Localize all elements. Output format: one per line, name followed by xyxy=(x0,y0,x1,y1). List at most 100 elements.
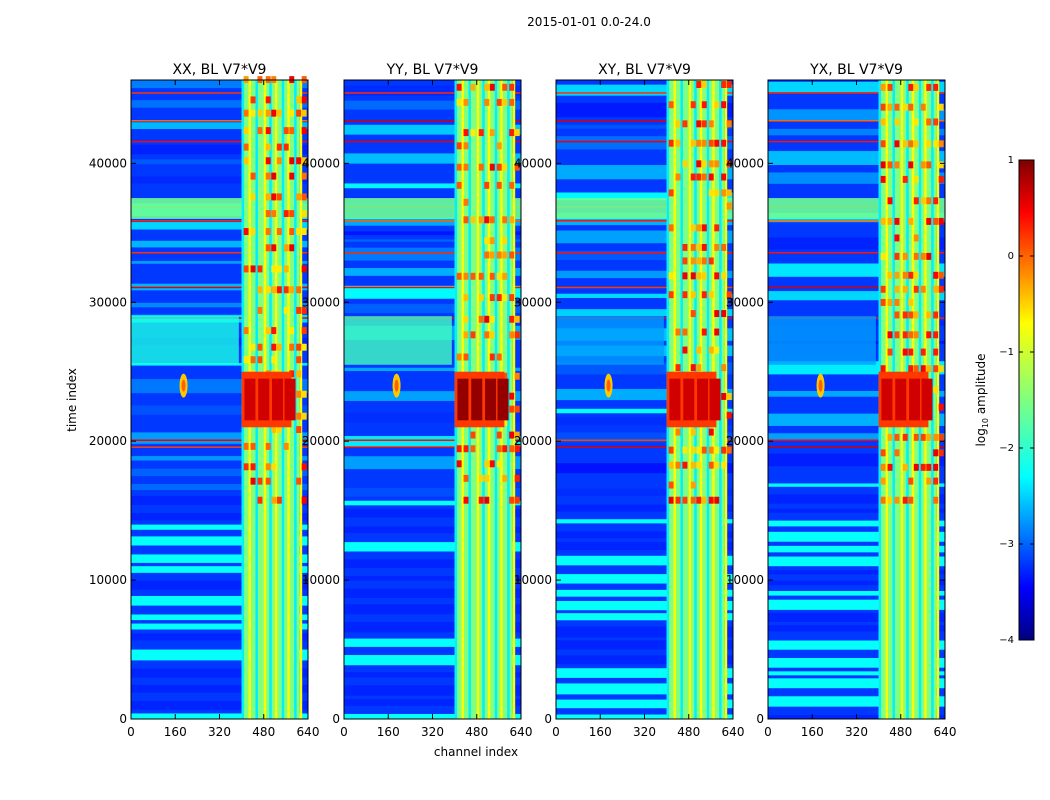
time-band xyxy=(556,417,733,426)
rfi-block xyxy=(701,224,707,232)
rfi-block xyxy=(496,445,502,453)
panel-title: YY, BL V7*V9 xyxy=(386,62,479,78)
rfi-block xyxy=(933,140,939,148)
rfi-block xyxy=(502,216,508,224)
rfi-block xyxy=(938,271,944,279)
x-tick-label: 480 xyxy=(889,725,912,739)
rfi-block xyxy=(509,496,515,504)
rfi-block xyxy=(887,331,893,339)
rfi-block xyxy=(296,228,302,236)
rfi-block xyxy=(489,460,495,468)
rfi-block xyxy=(289,157,295,165)
time-band xyxy=(344,488,521,497)
time-band xyxy=(131,122,308,130)
rfi-block xyxy=(257,109,263,117)
rfi-block xyxy=(701,272,707,280)
rfi-block xyxy=(682,496,688,504)
rfi-block xyxy=(902,496,908,504)
rfi-block xyxy=(276,343,282,351)
rfi-block xyxy=(880,463,886,471)
y-tick-label: 30000 xyxy=(302,295,340,309)
heatmap-panel-yy: YY, BL V7*V9 0 160 320 480 640 0 10000 20000 3000… xyxy=(302,62,533,739)
rfi-block xyxy=(913,311,919,319)
time-band xyxy=(344,303,521,314)
rfi-block xyxy=(894,496,900,504)
rfi-block xyxy=(668,139,674,147)
rfi-block xyxy=(714,496,720,504)
rfi-block xyxy=(920,252,926,260)
rfi-block xyxy=(675,173,681,181)
rfi-block xyxy=(496,460,502,468)
rfi-block xyxy=(502,83,508,91)
rfi-block xyxy=(938,103,944,111)
rfi-block xyxy=(933,386,939,394)
rfi-block xyxy=(682,461,688,469)
time-band xyxy=(131,524,308,530)
rfi-block xyxy=(880,252,886,260)
rfi-block xyxy=(502,272,508,280)
rfi-block xyxy=(463,294,469,302)
rfi-block xyxy=(478,216,484,224)
time-band xyxy=(131,456,308,461)
rfi-block xyxy=(708,257,714,265)
rfi-block xyxy=(502,237,508,245)
y-tick-label: 20000 xyxy=(302,434,340,448)
rfi-block xyxy=(257,356,263,364)
rfi-block xyxy=(894,252,900,260)
rfi-block xyxy=(243,356,249,364)
rfi-block xyxy=(721,364,727,372)
rfi-block xyxy=(690,272,696,280)
rfi-time-stripe xyxy=(131,286,308,289)
rfi-block xyxy=(484,98,490,106)
x-tick-label: 640 xyxy=(297,725,320,739)
heatmap-panel-yx: YX, BL V7*V9 0 160 320 480 640 0 10000 20000 3000… xyxy=(726,62,957,739)
rfi-block xyxy=(489,163,495,171)
rfi-block xyxy=(690,310,696,318)
time-band xyxy=(556,270,733,279)
rfi-block xyxy=(463,198,469,206)
rfi-time-stripe xyxy=(131,251,308,254)
rfi-block xyxy=(701,101,707,109)
rfi-block xyxy=(880,285,886,293)
rfi-time-stripe xyxy=(768,286,945,289)
rfi-block xyxy=(489,216,495,224)
x-axis-label: channel index xyxy=(434,745,518,759)
time-band xyxy=(768,599,945,610)
plateau-region xyxy=(556,316,664,365)
rfi-block xyxy=(296,426,302,434)
time-band xyxy=(556,124,733,129)
rfi-block xyxy=(296,412,302,420)
time-band xyxy=(556,432,733,443)
rfi-block xyxy=(296,370,302,378)
rfi-block xyxy=(509,294,515,302)
rfi-block xyxy=(708,160,714,168)
time-band xyxy=(131,633,308,641)
rfi-block xyxy=(714,446,720,454)
rfi-block xyxy=(726,392,732,400)
colorbar-label-log: log xyxy=(974,428,988,446)
rfi-block xyxy=(463,129,469,137)
x-tick-label: 320 xyxy=(208,725,231,739)
rfi-block xyxy=(902,463,908,471)
time-band xyxy=(768,612,945,622)
time-band xyxy=(768,625,945,632)
time-band xyxy=(344,542,521,552)
rfi-block xyxy=(933,331,939,339)
burst-core xyxy=(669,378,681,421)
rfi-block xyxy=(920,285,926,293)
time-band xyxy=(344,698,521,706)
rfi-block xyxy=(714,189,720,197)
rfi-block xyxy=(913,83,919,91)
rfi-block xyxy=(514,431,520,439)
rfi-block xyxy=(933,463,939,471)
rfi-block xyxy=(514,445,520,453)
rfi-block xyxy=(470,83,476,91)
rfi-block xyxy=(894,449,900,457)
rfi-block xyxy=(894,234,900,242)
rfi-block xyxy=(908,311,914,319)
rfi-block xyxy=(489,353,495,361)
rfi-block xyxy=(289,172,295,180)
rfi-block xyxy=(463,315,469,323)
rfi-block xyxy=(701,496,707,504)
rfi-block xyxy=(514,163,520,171)
